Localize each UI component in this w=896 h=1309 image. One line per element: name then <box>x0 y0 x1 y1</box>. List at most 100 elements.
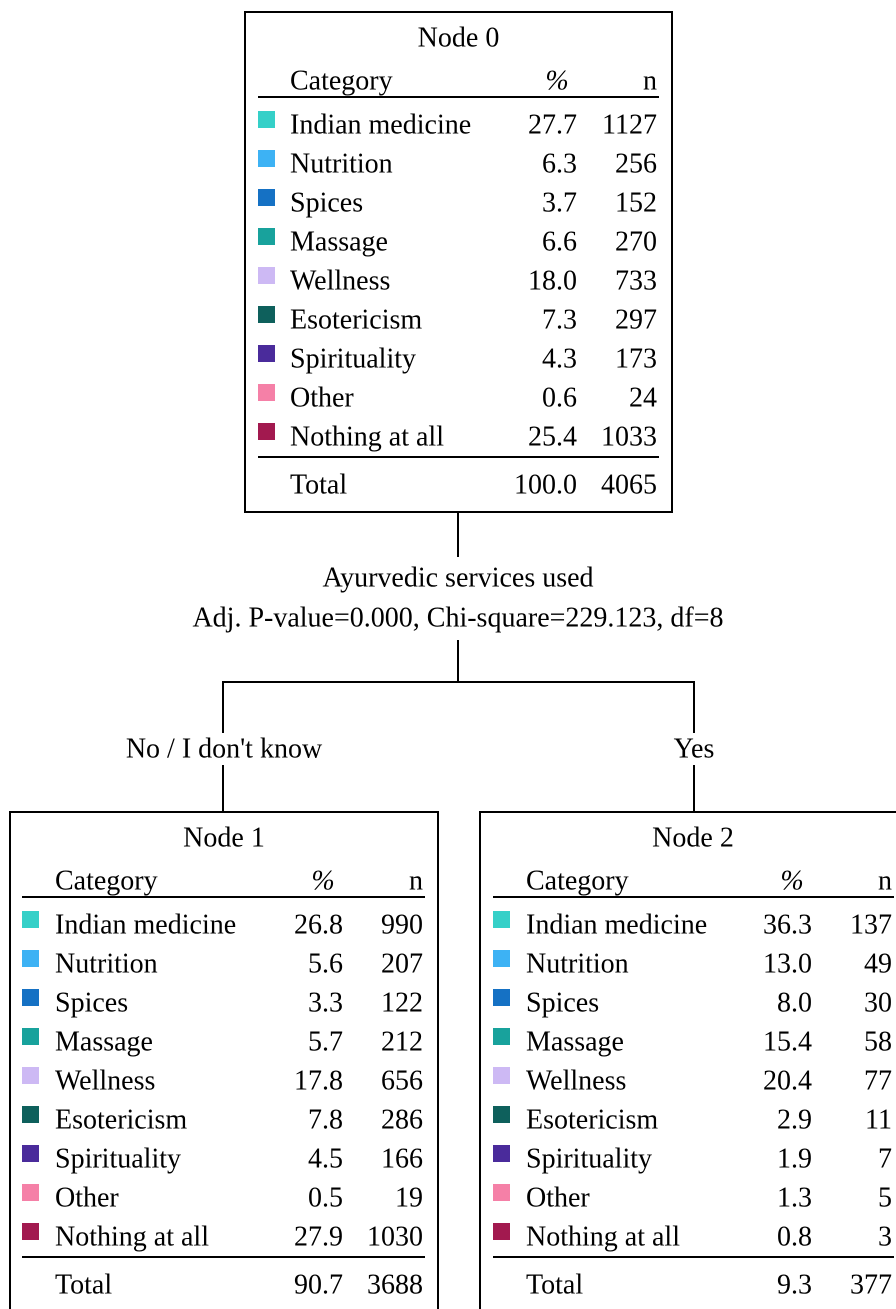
branch-label: Yes <box>674 734 715 765</box>
count-value: 212 <box>381 1027 423 1058</box>
header-percent: % <box>545 66 568 97</box>
category-swatch <box>22 1223 39 1240</box>
category-swatch <box>258 345 275 362</box>
category-label: Massage <box>526 1027 624 1058</box>
category-label: Nutrition <box>55 949 158 980</box>
category-swatch <box>493 950 510 967</box>
count-value: 3 <box>878 1222 892 1253</box>
header-category: Category <box>55 866 158 897</box>
percent-value: 7.3 <box>542 305 577 336</box>
percent-value: 5.7 <box>308 1027 343 1058</box>
percent-value: 0.5 <box>308 1183 343 1214</box>
category-swatch <box>493 911 510 928</box>
total-count: 377 <box>850 1270 892 1301</box>
category-swatch <box>493 1145 510 1162</box>
split-stats: Adj. P-value=0.000, Chi-square=229.123, … <box>192 603 723 634</box>
category-label: Indian medicine <box>290 110 471 141</box>
category-swatch <box>258 384 275 401</box>
total-count: 4065 <box>601 470 657 501</box>
count-value: 137 <box>850 910 892 941</box>
category-swatch <box>22 1145 39 1162</box>
count-value: 256 <box>615 149 657 180</box>
category-label: Spirituality <box>290 344 416 375</box>
category-swatch <box>22 989 39 1006</box>
count-value: 270 <box>615 227 657 258</box>
category-swatch <box>258 111 275 128</box>
percent-value: 15.4 <box>763 1027 812 1058</box>
percent-value: 5.6 <box>308 949 343 980</box>
header-n: n <box>878 866 892 897</box>
category-swatch <box>22 950 39 967</box>
percent-value: 20.4 <box>763 1066 812 1097</box>
percent-value: 17.8 <box>294 1066 343 1097</box>
percent-value: 3.7 <box>542 188 577 219</box>
count-value: 1030 <box>367 1222 423 1253</box>
percent-value: 0.6 <box>542 383 577 414</box>
percent-value: 1.9 <box>777 1144 812 1175</box>
percent-value: 8.0 <box>777 988 812 1019</box>
total-label: Total <box>55 1270 112 1301</box>
category-label: Massage <box>55 1027 153 1058</box>
category-label: Massage <box>290 227 388 258</box>
count-value: 19 <box>395 1183 423 1214</box>
category-label: Other <box>526 1183 590 1214</box>
count-value: 173 <box>615 344 657 375</box>
split-variable: Ayurvedic services used <box>322 563 593 594</box>
category-label: Spices <box>290 188 363 219</box>
category-swatch <box>258 150 275 167</box>
header-n: n <box>409 866 423 897</box>
header-category: Category <box>290 66 393 97</box>
category-swatch <box>258 228 275 245</box>
category-label: Nutrition <box>290 149 393 180</box>
percent-value: 2.9 <box>777 1105 812 1136</box>
count-value: 49 <box>864 949 892 980</box>
category-label: Spirituality <box>55 1144 181 1175</box>
percent-value: 4.5 <box>308 1144 343 1175</box>
count-value: 297 <box>615 305 657 336</box>
count-value: 1033 <box>601 422 657 453</box>
percent-value: 4.3 <box>542 344 577 375</box>
count-value: 7 <box>878 1144 892 1175</box>
count-value: 152 <box>615 188 657 219</box>
node-box <box>9 811 439 1309</box>
count-value: 11 <box>865 1105 892 1136</box>
total-label: Total <box>526 1270 583 1301</box>
percent-value: 27.7 <box>528 110 577 141</box>
count-value: 207 <box>381 949 423 980</box>
percent-value: 36.3 <box>763 910 812 941</box>
percent-value: 18.0 <box>528 266 577 297</box>
category-label: Esotericism <box>55 1105 187 1136</box>
header-percent: % <box>780 866 803 897</box>
category-label: Indian medicine <box>55 910 236 941</box>
category-label: Indian medicine <box>526 910 707 941</box>
count-value: 990 <box>381 910 423 941</box>
percent-value: 26.8 <box>294 910 343 941</box>
node-box <box>479 811 896 1309</box>
category-swatch <box>258 423 275 440</box>
count-value: 286 <box>381 1105 423 1136</box>
category-label: Other <box>290 383 354 414</box>
category-label: Esotericism <box>526 1105 658 1136</box>
percent-value: 6.3 <box>542 149 577 180</box>
total-label: Total <box>290 470 347 501</box>
category-swatch <box>493 1106 510 1123</box>
category-swatch <box>22 911 39 928</box>
percent-value: 0.8 <box>777 1222 812 1253</box>
category-label: Wellness <box>526 1066 626 1097</box>
total-percent: 90.7 <box>294 1270 343 1301</box>
category-label: Other <box>55 1183 119 1214</box>
count-value: 5 <box>878 1183 892 1214</box>
category-label: Nothing at all <box>526 1222 680 1253</box>
category-label: Esotericism <box>290 305 422 336</box>
count-value: 24 <box>629 383 657 414</box>
category-swatch <box>22 1028 39 1045</box>
category-swatch <box>22 1067 39 1084</box>
percent-value: 1.3 <box>777 1183 812 1214</box>
percent-value: 6.6 <box>542 227 577 258</box>
percent-value: 7.8 <box>308 1105 343 1136</box>
category-label: Nothing at all <box>55 1222 209 1253</box>
category-label: Nutrition <box>526 949 629 980</box>
category-label: Wellness <box>55 1066 155 1097</box>
count-value: 77 <box>864 1066 892 1097</box>
category-label: Spices <box>526 988 599 1019</box>
